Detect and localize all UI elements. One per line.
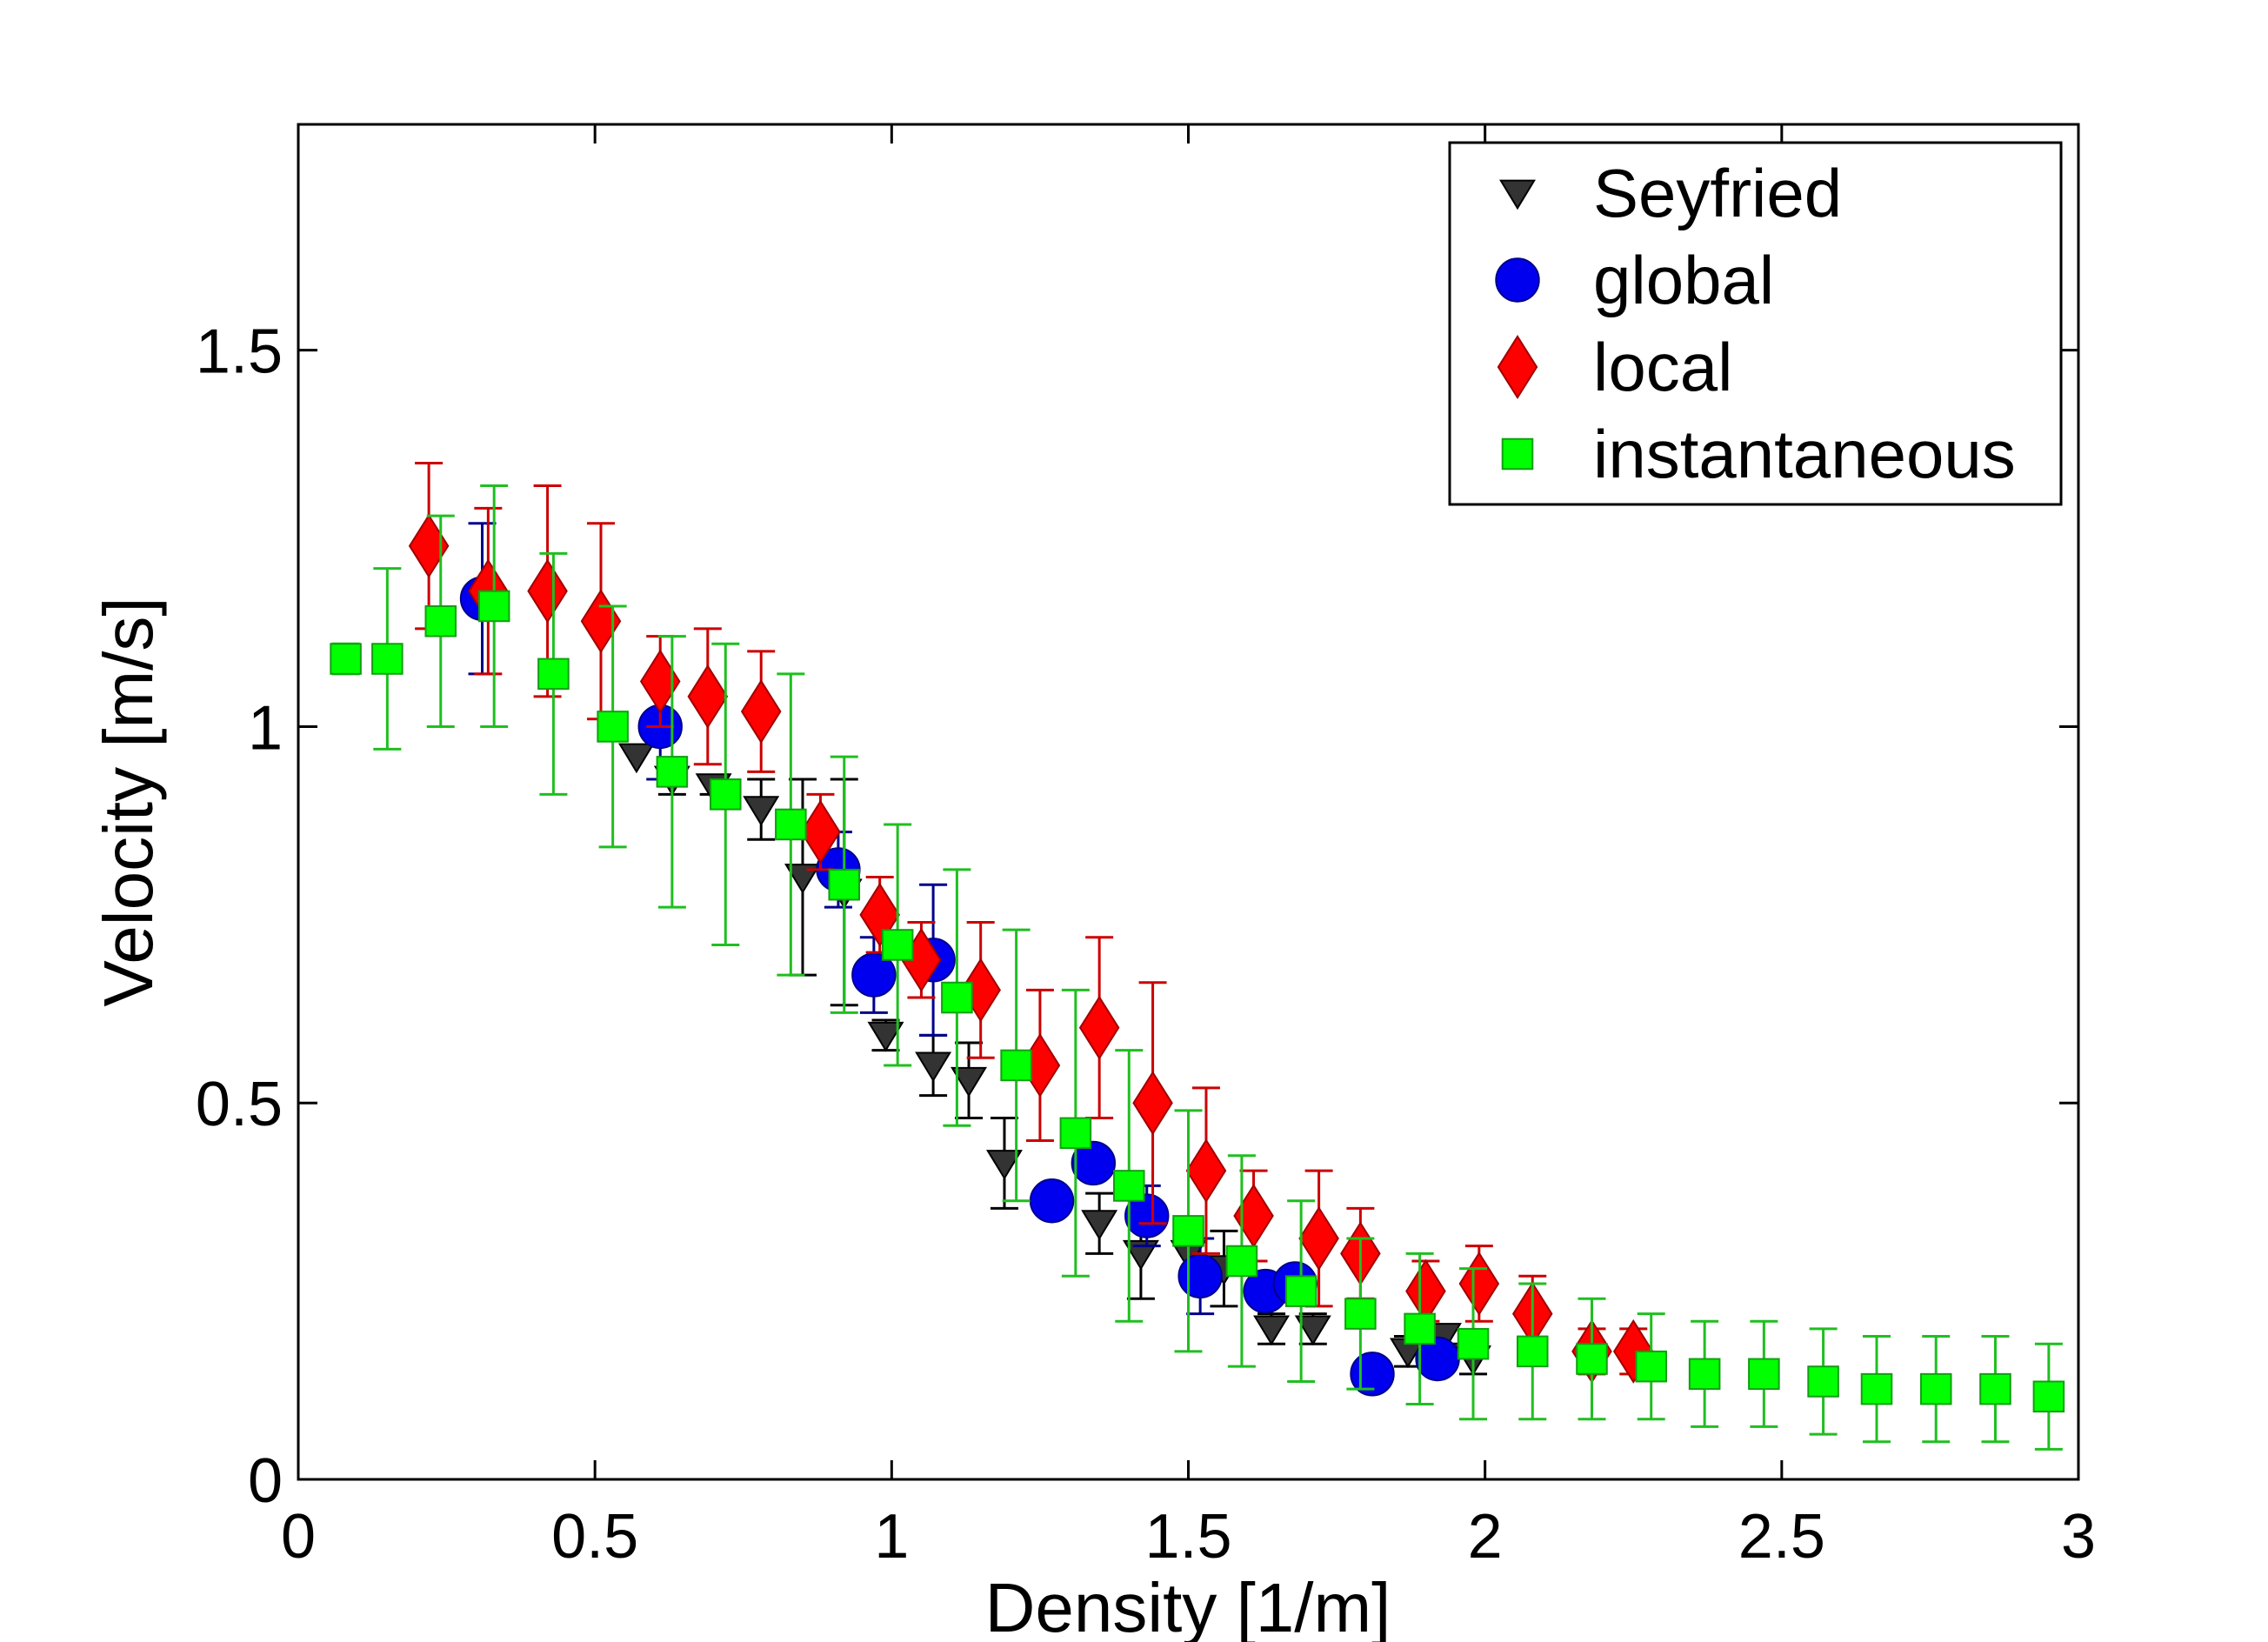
data-point (656, 756, 689, 788)
data-point (784, 864, 821, 894)
legend-label: local (1593, 329, 1732, 405)
legend-marker (1495, 257, 1540, 303)
data-point (1225, 1245, 1258, 1278)
data-point (1458, 1251, 1500, 1316)
x-tick-label: 0.5 (551, 1502, 638, 1572)
y-tick-label: 1.5 (196, 317, 283, 387)
data-point (330, 643, 362, 675)
data-point (1404, 1312, 1436, 1345)
legend-marker (1497, 335, 1538, 399)
data-point (424, 604, 457, 637)
data-point (1635, 1350, 1667, 1383)
x-tick-label: 1.5 (1144, 1502, 1231, 1572)
data-point (960, 958, 1001, 1023)
data-point (1071, 1140, 1117, 1186)
data-point (740, 679, 782, 744)
data-point (1059, 1117, 1092, 1150)
data-point (1172, 1215, 1204, 1247)
data-point (710, 778, 742, 811)
data-point (1807, 1365, 1839, 1398)
y-tick-label: 0.5 (196, 1070, 283, 1139)
data-point (1081, 1210, 1118, 1240)
data-point (941, 981, 973, 1014)
axis-ticks: 0 0.5 1 1.5 2 2.5 3 0 0.5 1 1.5 (196, 124, 2096, 1572)
data-point (1612, 1318, 1654, 1384)
data-point (1112, 1170, 1145, 1202)
legend-marker (1501, 437, 1534, 471)
data-point (1294, 1315, 1331, 1346)
data-point (1000, 1049, 1032, 1082)
data-point (1457, 1327, 1490, 1360)
data-point (1253, 1315, 1291, 1346)
y-tick-label: 0 (248, 1446, 283, 1516)
data-point (915, 1051, 952, 1083)
legend-marker (1499, 179, 1536, 210)
series-instantaneous (330, 484, 2065, 1451)
data-point (597, 711, 629, 743)
data-series (330, 462, 2065, 1451)
x-axis-label: Density [1/m] (985, 1569, 1391, 1642)
x-tick-label: 2 (1468, 1502, 1503, 1572)
x-tick-label: 3 (2061, 1502, 2096, 1572)
data-point (527, 558, 568, 624)
data-point (951, 1066, 988, 1098)
data-point (1185, 1138, 1227, 1204)
data-point (1122, 1239, 1159, 1271)
data-point (2032, 1380, 2065, 1413)
legend-label: global (1593, 242, 1774, 318)
data-point (1132, 1071, 1173, 1136)
data-point (371, 643, 404, 675)
data-point (1979, 1372, 2011, 1405)
x-tick-label: 0 (281, 1502, 316, 1572)
data-point (867, 1021, 904, 1052)
y-axis-label: Velocity [m/s] (90, 597, 167, 1006)
data-point (1078, 995, 1120, 1060)
legend-box (1448, 141, 2063, 506)
data-point (687, 664, 729, 729)
data-point (1177, 1253, 1223, 1299)
y-tick-label: 1 (248, 693, 283, 763)
data-point (537, 657, 570, 691)
data-point (743, 796, 780, 826)
data-point (1688, 1358, 1721, 1391)
data-point (775, 808, 807, 841)
data-point (477, 590, 510, 623)
data-point (1029, 1178, 1075, 1224)
data-point (1516, 1335, 1549, 1368)
data-point (828, 868, 861, 901)
data-point (1919, 1372, 1952, 1405)
data-point (1344, 1298, 1377, 1330)
legend-label: Seyfried (1593, 155, 1842, 231)
data-point (1576, 1343, 1608, 1375)
data-point (617, 743, 655, 774)
legend: Seyfried global local instantaneous (1448, 141, 2063, 506)
data-point (1124, 1193, 1170, 1238)
legend-label: instantaneous (1593, 416, 2016, 492)
data-point (800, 799, 841, 864)
data-point (1298, 1206, 1339, 1271)
data-point (986, 1150, 1023, 1180)
data-point (881, 929, 914, 961)
data-point (1284, 1275, 1317, 1307)
data-point (1860, 1372, 1893, 1405)
x-tick-label: 1 (874, 1502, 909, 1572)
x-tick-label: 2.5 (1738, 1502, 1825, 1572)
data-point (1748, 1358, 1780, 1391)
